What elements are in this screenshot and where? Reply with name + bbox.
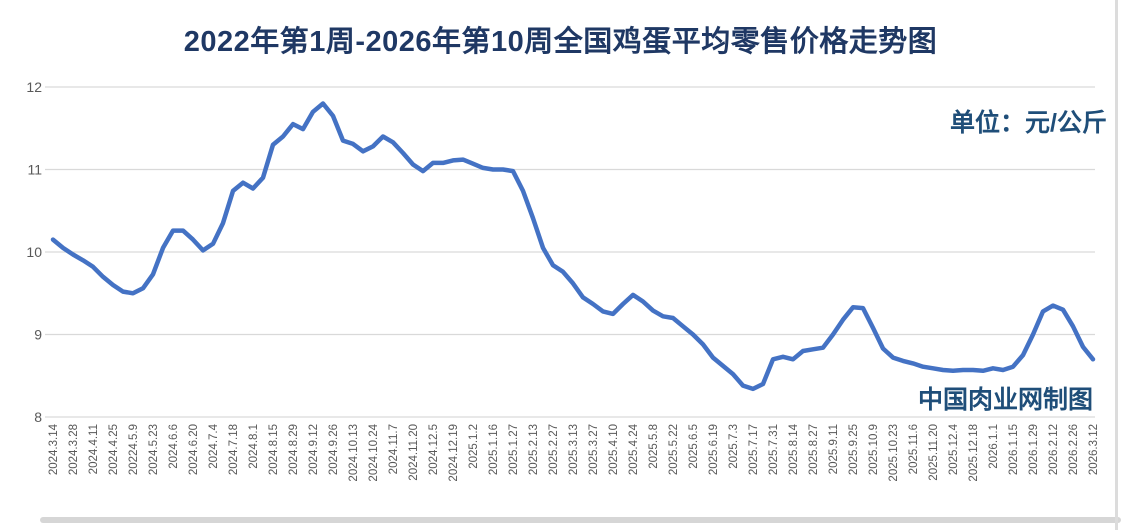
y-axis-tick-label: 12 <box>26 79 42 95</box>
x-axis-tick-label: 2025.10.23 <box>888 424 900 482</box>
x-axis-tick-label: 2025.6.19 <box>708 424 720 475</box>
unit-label: 单位：元/公斤 <box>950 109 1107 137</box>
x-axis-tick-label: 2026.1.1 <box>988 424 1000 469</box>
x-axis-tick-label: 2025.10.9 <box>868 424 880 475</box>
x-axis-tick-label: 2025.9.11 <box>828 424 840 474</box>
y-axis-tick-label: 10 <box>26 244 42 260</box>
x-axis-tick-label: 2025.12.4 <box>948 423 960 475</box>
x-axis-tick-label: 2024.9.12 <box>308 424 320 475</box>
vertical-scrollbar[interactable] <box>1115 0 1118 530</box>
y-axis-tick-label: 9 <box>34 327 42 343</box>
x-axis-tick-label: 2025.4.10 <box>608 424 620 475</box>
x-axis-tick-label: 2026.1.15 <box>1008 424 1020 475</box>
x-axis-tick-label: 2024.8.1 <box>248 424 260 469</box>
x-axis-tick-label: 2024.4.25 <box>108 424 120 475</box>
x-axis-tick-label: 2024.4.11 <box>88 424 100 474</box>
x-axis-tick-label: 2024.11.20 <box>408 424 420 481</box>
x-axis-tick-label: 2025.5.8 <box>648 424 660 469</box>
x-axis-tick-label: 2025.6.5 <box>688 424 700 469</box>
price-line <box>50 101 1096 392</box>
x-axis-tick-label: 2024.3.28 <box>68 424 80 475</box>
x-axis-tick-label: 2025.3.13 <box>568 424 580 475</box>
x-axis-tick-label: 2024.6.6 <box>168 424 180 469</box>
x-axis-tick-label: 2025.1.16 <box>488 424 500 475</box>
x-axis-tick-label: 2024.8.29 <box>288 424 300 475</box>
x-axis-tick-label: 20224.5.9 <box>128 424 140 475</box>
x-axis-tick-label: 2024.6.20 <box>188 424 200 475</box>
x-axis-tick-label: 2025.3.27 <box>588 424 600 475</box>
x-axis-tick-label: 2025.9.25 <box>848 424 860 475</box>
y-axis-tick-label: 8 <box>34 409 42 425</box>
x-axis-tick-label: 2025.2.27 <box>548 424 560 475</box>
x-axis-tick-label: 2025.4.24 <box>628 423 640 475</box>
x-axis-tick-label: 2024.7.18 <box>228 424 240 475</box>
x-axis-tick-label: 2024.12.19 <box>448 424 460 482</box>
x-axis-tick-label: 2025.7.3 <box>728 424 740 469</box>
x-axis-tick-label: 2025.7.31 <box>768 424 780 475</box>
x-axis-tick-label: 2025.1.27 <box>508 424 520 475</box>
x-axis-tick-label: 2025.5.22 <box>668 424 680 475</box>
x-axis-tick-label: 2024.3.14 <box>48 423 60 475</box>
x-axis-tick-label: 2024.11.7 <box>388 424 400 474</box>
x-axis-tick-label: 2024.8.15 <box>268 424 280 475</box>
x-axis-tick-label: 2025.2.13 <box>528 424 540 475</box>
x-axis-tick-label: 2026.3.12 <box>1088 424 1100 475</box>
x-axis-tick-label: 2026.2.26 <box>1068 424 1080 475</box>
x-axis-tick-label: 2024.9.26 <box>328 424 340 475</box>
x-axis-tick-label: 2024.10.13 <box>348 424 360 482</box>
x-axis-tick-label: 2025.11.20 <box>928 424 940 481</box>
watermark-source-label: 中国肉业网制图 <box>917 386 1093 414</box>
x-axis-tick-label: 2024.12.5 <box>428 424 440 475</box>
x-axis-tick-label: 2026.1.29 <box>1028 424 1040 475</box>
x-axis-tick-label: 2024.5.23 <box>148 424 160 475</box>
x-axis-tick-label: 2024.7.4 <box>208 423 220 468</box>
y-axis-tick-label: 11 <box>27 162 42 178</box>
x-axis-tick-label: 2026.2.12 <box>1048 424 1060 475</box>
x-axis-tick-label: 2025.12.18 <box>968 424 980 482</box>
page-title: 2022年第1周-2026年第10周全国鸡蛋平均零售价格走势图 <box>183 26 938 58</box>
x-axis-tick-label: 2024.10.24 <box>368 423 380 481</box>
x-axis-tick-label: 2025.7.17 <box>748 424 760 475</box>
x-axis-tick-label: 2025.8.14 <box>788 423 800 475</box>
x-axis-tick-label: 2025.8.27 <box>808 424 820 475</box>
x-axis-tick-label: 2025.11.6 <box>908 424 920 474</box>
horizontal-scrollbar[interactable] <box>40 517 1121 523</box>
x-axis-tick-label: 2025.1.2 <box>468 424 480 469</box>
